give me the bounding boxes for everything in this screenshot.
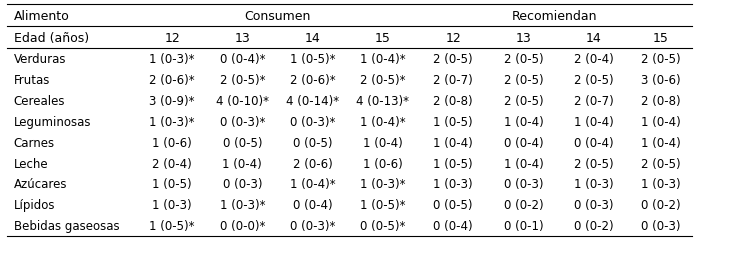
Text: 13: 13 <box>516 31 531 44</box>
Text: 1 (0-3): 1 (0-3) <box>434 178 473 191</box>
Text: 1 (0-4)*: 1 (0-4)* <box>360 53 406 66</box>
Text: Frutas: Frutas <box>14 74 50 87</box>
Text: 1 (0-4): 1 (0-4) <box>641 115 680 128</box>
Text: 0 (0-1): 0 (0-1) <box>504 219 543 232</box>
Text: 2 (0-5)*: 2 (0-5)* <box>360 74 406 87</box>
Text: 1 (0-5): 1 (0-5) <box>434 115 473 128</box>
Text: 0 (0-3): 0 (0-3) <box>641 219 680 232</box>
Text: 1 (0-4)*: 1 (0-4)* <box>290 178 335 191</box>
Text: 1 (0-3)*: 1 (0-3)* <box>360 178 406 191</box>
Text: 2 (0-7): 2 (0-7) <box>574 94 613 107</box>
Text: 2 (0-4): 2 (0-4) <box>152 157 192 170</box>
Text: 4 (0-13)*: 4 (0-13)* <box>357 94 409 107</box>
Text: Edad (años): Edad (años) <box>14 31 89 44</box>
Text: 1 (0-5): 1 (0-5) <box>152 178 192 191</box>
Text: 12: 12 <box>445 31 461 44</box>
Text: 1 (0-4): 1 (0-4) <box>641 136 680 149</box>
Text: 2 (0-5): 2 (0-5) <box>434 53 473 66</box>
Text: 15: 15 <box>653 31 668 44</box>
Text: Carnes: Carnes <box>14 136 55 149</box>
Text: 2 (0-6): 2 (0-6) <box>293 157 332 170</box>
Text: Consumen: Consumen <box>244 10 311 23</box>
Text: 1 (0-6): 1 (0-6) <box>152 136 192 149</box>
Text: 1 (0-5)*: 1 (0-5)* <box>360 199 406 212</box>
Text: 2 (0-5): 2 (0-5) <box>641 157 680 170</box>
Text: 3 (0-6): 3 (0-6) <box>641 74 680 87</box>
Text: 2 (0-8): 2 (0-8) <box>434 94 473 107</box>
Text: 14: 14 <box>586 31 602 44</box>
Text: 15: 15 <box>375 31 391 44</box>
Text: 2 (0-6)*: 2 (0-6)* <box>149 74 195 87</box>
Text: 0 (0-3): 0 (0-3) <box>504 178 543 191</box>
Text: 1 (0-4): 1 (0-4) <box>363 136 403 149</box>
Text: 0 (0-2): 0 (0-2) <box>574 219 613 232</box>
Text: 1 (0-3): 1 (0-3) <box>152 199 192 212</box>
Text: 1 (0-4): 1 (0-4) <box>504 157 543 170</box>
Text: 2 (0-5): 2 (0-5) <box>574 157 613 170</box>
Text: Bebidas gaseosas: Bebidas gaseosas <box>14 219 119 232</box>
Text: 2 (0-7): 2 (0-7) <box>434 74 473 87</box>
Text: Recomiendan: Recomiendan <box>512 10 598 23</box>
Text: Alimento: Alimento <box>14 10 70 23</box>
Text: Verduras: Verduras <box>14 53 67 66</box>
Text: 0 (0-2): 0 (0-2) <box>504 199 543 212</box>
Text: 2 (0-5): 2 (0-5) <box>504 74 543 87</box>
Text: 0 (0-3): 0 (0-3) <box>574 199 613 212</box>
Text: Lípidos: Lípidos <box>14 199 56 212</box>
Text: 0 (0-3): 0 (0-3) <box>223 178 262 191</box>
Text: 2 (0-5): 2 (0-5) <box>574 74 613 87</box>
Text: 0 (0-5): 0 (0-5) <box>434 199 473 212</box>
Text: 1 (0-5): 1 (0-5) <box>434 157 473 170</box>
Text: 4 (0-10)*: 4 (0-10)* <box>216 94 269 107</box>
Text: 1 (0-3)*: 1 (0-3)* <box>220 199 265 212</box>
Text: 1 (0-4)*: 1 (0-4)* <box>360 115 406 128</box>
Text: 1 (0-4): 1 (0-4) <box>434 136 473 149</box>
Text: 2 (0-5)*: 2 (0-5)* <box>220 74 265 87</box>
Text: 0 (0-4): 0 (0-4) <box>574 136 613 149</box>
Text: 4 (0-14)*: 4 (0-14)* <box>286 94 339 107</box>
Text: 1 (0-6): 1 (0-6) <box>363 157 403 170</box>
Text: 1 (0-3)*: 1 (0-3)* <box>149 115 195 128</box>
Text: 1 (0-5)*: 1 (0-5)* <box>149 219 195 232</box>
Text: Leche: Leche <box>14 157 49 170</box>
Text: 1 (0-4): 1 (0-4) <box>574 115 613 128</box>
Text: Cereales: Cereales <box>14 94 65 107</box>
Text: 1 (0-3): 1 (0-3) <box>641 178 680 191</box>
Text: Azúcares: Azúcares <box>14 178 67 191</box>
Text: 0 (0-3)*: 0 (0-3)* <box>290 115 335 128</box>
Text: 2 (0-4): 2 (0-4) <box>574 53 613 66</box>
Text: 12: 12 <box>164 31 180 44</box>
Text: 14: 14 <box>305 31 320 44</box>
Text: 0 (0-0)*: 0 (0-0)* <box>220 219 265 232</box>
Text: 1 (0-4): 1 (0-4) <box>504 115 543 128</box>
Text: 2 (0-5): 2 (0-5) <box>504 53 543 66</box>
Text: 0 (0-3)*: 0 (0-3)* <box>290 219 335 232</box>
Text: 0 (0-3)*: 0 (0-3)* <box>220 115 265 128</box>
Text: 0 (0-5)*: 0 (0-5)* <box>360 219 406 232</box>
Text: 2 (0-5): 2 (0-5) <box>504 94 543 107</box>
Text: 0 (0-2): 0 (0-2) <box>641 199 680 212</box>
Text: 1 (0-3)*: 1 (0-3)* <box>149 53 195 66</box>
Text: 13: 13 <box>235 31 250 44</box>
Text: 2 (0-6)*: 2 (0-6)* <box>290 74 335 87</box>
Text: 2 (0-5): 2 (0-5) <box>641 53 680 66</box>
Text: 0 (0-5): 0 (0-5) <box>223 136 262 149</box>
Text: 1 (0-4): 1 (0-4) <box>223 157 262 170</box>
Text: 1 (0-5)*: 1 (0-5)* <box>290 53 335 66</box>
Text: 1 (0-3): 1 (0-3) <box>574 178 613 191</box>
Text: 0 (0-4): 0 (0-4) <box>293 199 332 212</box>
Text: 2 (0-8): 2 (0-8) <box>641 94 680 107</box>
Text: 0 (0-4)*: 0 (0-4)* <box>220 53 265 66</box>
Text: 0 (0-5): 0 (0-5) <box>293 136 332 149</box>
Text: Leguminosas: Leguminosas <box>14 115 91 128</box>
Text: 3 (0-9)*: 3 (0-9)* <box>149 94 195 107</box>
Text: 0 (0-4): 0 (0-4) <box>434 219 473 232</box>
Text: 0 (0-4): 0 (0-4) <box>504 136 543 149</box>
